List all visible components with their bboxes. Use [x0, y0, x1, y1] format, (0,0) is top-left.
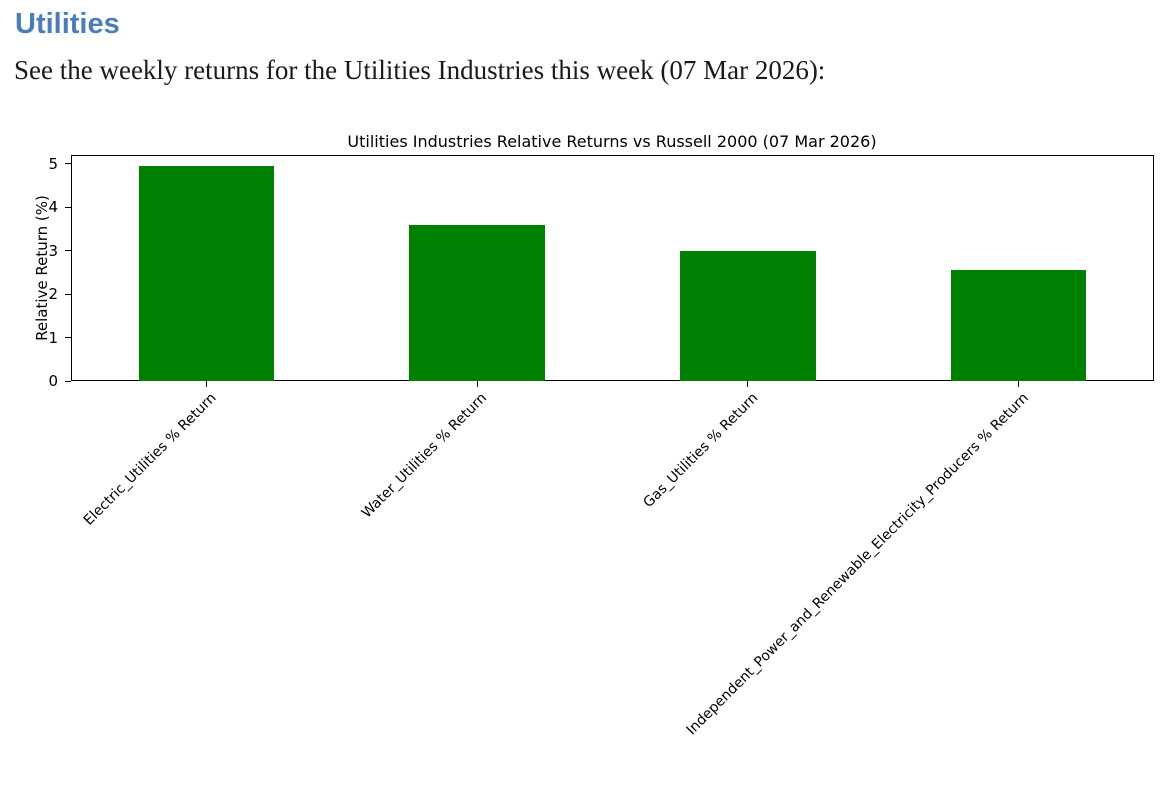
x-tick-mark	[205, 381, 207, 387]
plot-area	[71, 155, 1154, 381]
y-tick-label: 3	[48, 241, 58, 260]
chart-bar	[409, 224, 545, 381]
x-tick-mark	[747, 381, 749, 387]
y-tick-mark	[65, 206, 71, 208]
y-tick-label: 4	[48, 198, 58, 217]
y-axis-label: Relative Return (%)	[33, 195, 51, 341]
y-tick-label: 1	[48, 328, 58, 347]
x-tick-mark	[1018, 381, 1020, 387]
x-tick-mark	[476, 381, 478, 387]
chart-bar	[680, 250, 816, 381]
y-tick-label: 2	[48, 285, 58, 304]
bar-chart-figure: Utilities Industries Relative Returns vs…	[0, 125, 1170, 810]
section-heading: Utilities	[15, 8, 120, 40]
y-tick-label: 5	[48, 154, 58, 173]
y-tick-label: 0	[48, 372, 58, 390]
y-tick-mark	[65, 380, 71, 382]
x-tick-label: Gas_Utilities % Return	[640, 390, 762, 511]
x-tick-label: Electric_Utilities % Return	[80, 390, 220, 529]
intro-text: See the weekly returns for the Utilities…	[14, 55, 826, 85]
chart-title: Utilities Industries Relative Returns vs…	[347, 132, 877, 151]
y-tick-mark	[65, 163, 71, 165]
y-tick-mark	[65, 337, 71, 339]
y-tick-mark	[65, 250, 71, 252]
x-tick-label: Independent_Power_and_Renewable_Electric…	[683, 390, 1032, 739]
y-tick-mark	[65, 293, 71, 295]
chart-bar	[950, 270, 1087, 381]
chart-bar	[138, 165, 275, 381]
x-tick-label: Water_Utilities % Return	[359, 390, 491, 522]
